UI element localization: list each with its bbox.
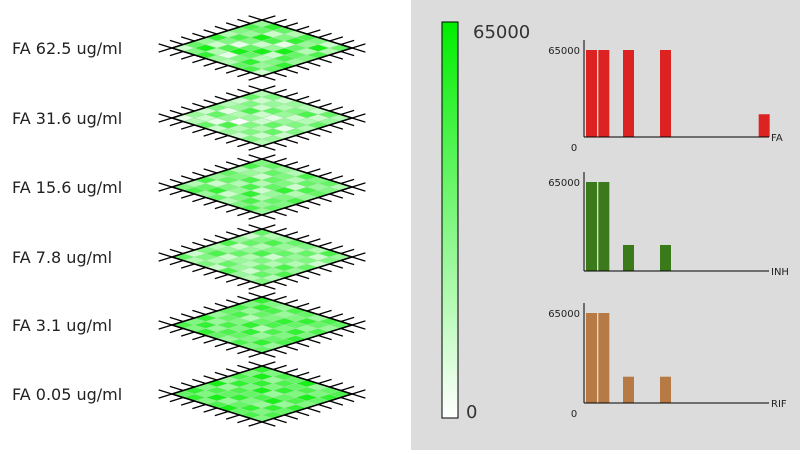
bar [623,244,634,271]
y-max-label: 65000 [548,309,580,320]
heatmap-stack-panel: FA 62.5 ug/ml FA 31.6 ug/ml FA 15.6 ug/ml F… [12,15,366,427]
heatmap-outline [169,89,355,147]
heatmap-layer: FA 31.6 ug/ml [12,85,366,151]
bar [598,182,610,271]
bar-chart-inh: 65000 INH [548,172,789,278]
colorbar-gradient [441,21,459,419]
colorbar: 65000 0 [441,21,530,423]
bar-chart-rif: 65000 0 RIF [548,303,787,420]
bar [660,50,671,137]
y-zero-label: 0 [571,409,577,420]
series-label: FA [771,133,783,144]
heatmap-layer-label: FA 3.1 ug/ml [12,316,112,335]
colorbar-and-bars-panel: 65000 0 65000 0 FA 65000 INH 65000 0 RIF [411,0,800,450]
heatmap-outline [169,296,355,354]
bar-charts: 65000 0 FA 65000 INH 65000 0 RIF [548,40,789,420]
heatmap-stack: FA 62.5 ug/ml FA 31.6 ug/ml FA 15.6 ug/ml F… [12,15,366,427]
heatmap-layer: FA 7.8 ug/ml [12,224,366,290]
bar [660,376,671,403]
bar [586,313,597,403]
bar [598,313,610,403]
right-charts: 65000 0 65000 0 FA 65000 INH 65000 0 RIF [441,21,789,423]
heatmap-outline [169,365,355,423]
series-label: INH [771,267,789,278]
colorbar-max-label: 65000 [473,22,530,43]
bar [758,114,770,137]
colorbar-min-label: 0 [466,402,477,423]
bar [586,182,597,271]
bar [623,50,634,137]
heatmap-layer-label: FA 0.05 ug/ml [12,385,122,404]
heatmap-layer: FA 15.6 ug/ml [12,154,366,220]
bar [623,376,634,403]
heatmap-layer-label: FA 7.8 ug/ml [12,248,112,267]
heatmap-layer-label: FA 15.6 ug/ml [12,178,122,197]
heatmap-outline [169,228,355,286]
heatmap-layer: FA 3.1 ug/ml [12,292,366,358]
y-max-label: 65000 [548,46,580,57]
heatmap-outline [169,158,355,216]
heatmap-layer-label: FA 62.5 ug/ml [12,39,122,58]
heatmap-layer: FA 0.05 ug/ml [12,361,366,427]
bar-chart-fa: 65000 0 FA [548,40,783,154]
bar [598,50,610,137]
heatmap-outline [169,19,355,77]
series-label: RIF [771,399,787,410]
y-max-label: 65000 [548,178,580,189]
heatmap-layer: FA 62.5 ug/ml [12,15,366,81]
y-zero-label: 0 [571,143,577,154]
heatmap-layer-label: FA 31.6 ug/ml [12,109,122,128]
bar [660,244,671,271]
bar [586,50,597,137]
